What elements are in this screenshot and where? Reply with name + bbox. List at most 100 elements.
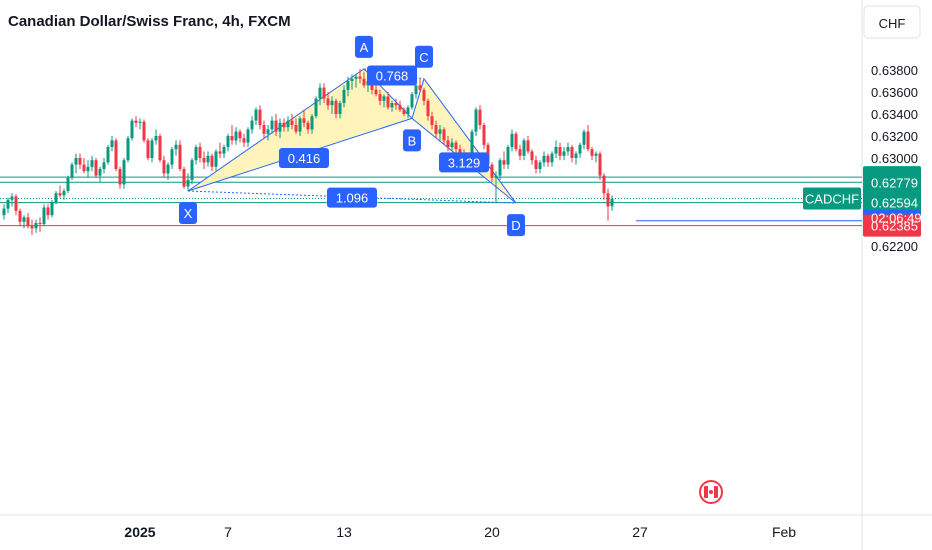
candle-body — [470, 131, 474, 156]
candle-body — [386, 96, 390, 108]
candle-body — [238, 131, 242, 139]
candle-body — [438, 129, 442, 134]
candle-body — [138, 121, 142, 123]
x-tick-label: 20 — [484, 524, 500, 540]
candle-body — [90, 160, 94, 167]
currency-box — [863, 5, 921, 39]
candle-body — [398, 105, 402, 110]
candle-body — [314, 98, 318, 117]
candle-body — [218, 151, 222, 154]
candle-body — [142, 121, 146, 141]
candle-body — [338, 103, 342, 114]
candle-body — [610, 198, 614, 207]
candle-body — [514, 133, 518, 150]
candle-body — [282, 122, 286, 128]
ratio-label-box — [367, 65, 417, 86]
pattern-point-box — [179, 202, 197, 224]
candle-body — [346, 81, 350, 90]
candle-body — [410, 94, 414, 108]
x-tick-label: 27 — [632, 524, 648, 540]
candle-body — [442, 129, 446, 141]
candle-body — [58, 193, 62, 196]
pattern-point-box — [403, 129, 421, 152]
currency-label: CHF — [879, 16, 906, 31]
candle-body — [334, 100, 338, 114]
countdown-label: 02:06:49 — [871, 210, 922, 225]
candle-body — [6, 199, 10, 209]
candle-body — [214, 151, 218, 167]
candle-body — [174, 144, 178, 150]
candle-body — [454, 142, 458, 150]
candle-body — [130, 120, 134, 139]
candle-body — [574, 153, 578, 158]
candle-body — [298, 118, 302, 132]
pattern-leg-cd — [423, 78, 517, 204]
candle-body — [150, 140, 154, 158]
candle-body — [518, 149, 522, 156]
candle-body — [430, 116, 434, 125]
x-tick-label: 7 — [224, 524, 232, 540]
candle-body — [70, 164, 74, 178]
candle-body — [434, 125, 438, 134]
candle-body — [554, 147, 558, 154]
candle-body — [542, 155, 546, 163]
candle-body — [494, 175, 498, 178]
y-tick-label: 0.63800 — [871, 63, 918, 78]
candle-body — [110, 140, 114, 147]
pattern-point-box — [507, 214, 525, 237]
candle-body — [362, 78, 366, 86]
candle-body — [390, 103, 394, 108]
candle-body — [202, 158, 206, 163]
pattern-point-label: C — [419, 50, 428, 65]
candle-body — [206, 155, 210, 163]
x-tick-label: 2025 — [124, 524, 155, 540]
candle-body — [230, 136, 234, 141]
candle-body — [582, 131, 586, 145]
candle-body — [102, 162, 106, 169]
candle-body — [46, 207, 50, 216]
ratio-label: 0.416 — [288, 151, 321, 166]
ratio-label: 3.129 — [448, 155, 481, 170]
candle-body — [158, 136, 162, 161]
ratio-label: 1.096 — [336, 191, 369, 206]
candle-body — [330, 100, 334, 106]
x-tick-label: 13 — [336, 524, 352, 540]
candle-body — [418, 85, 422, 90]
candle-body — [210, 155, 214, 167]
candle-body — [14, 196, 18, 211]
candle-body — [406, 107, 410, 114]
candle-body — [474, 109, 478, 132]
candle-body — [78, 158, 82, 165]
candle-body — [234, 131, 238, 141]
candle-body — [258, 109, 262, 125]
candle-body — [126, 138, 130, 161]
candle-body — [222, 147, 226, 154]
candle-body — [50, 202, 54, 216]
candle-body — [530, 151, 534, 161]
candle-body — [306, 122, 310, 130]
candle-body — [566, 147, 570, 152]
ratio-label: 0.768 — [376, 69, 409, 84]
ratio-label-box — [327, 187, 377, 208]
candle-body — [42, 207, 46, 224]
candle-body — [190, 160, 194, 180]
candle-body — [446, 140, 450, 147]
candle-body — [546, 155, 550, 163]
candle-body — [146, 140, 150, 158]
candle-body — [506, 147, 510, 165]
candle-body — [374, 89, 378, 95]
candle-body — [242, 138, 246, 143]
candle-body — [30, 226, 34, 229]
candle-body — [326, 98, 330, 106]
candle-body — [606, 193, 610, 207]
candle-body — [458, 149, 462, 154]
candle-body — [98, 169, 102, 176]
candle-body — [318, 87, 322, 99]
candle-body — [82, 164, 86, 172]
candle-body — [290, 120, 294, 125]
candle-body — [34, 222, 38, 229]
candle-body — [294, 125, 298, 132]
candle-body — [198, 147, 202, 158]
candle-body — [414, 85, 418, 95]
